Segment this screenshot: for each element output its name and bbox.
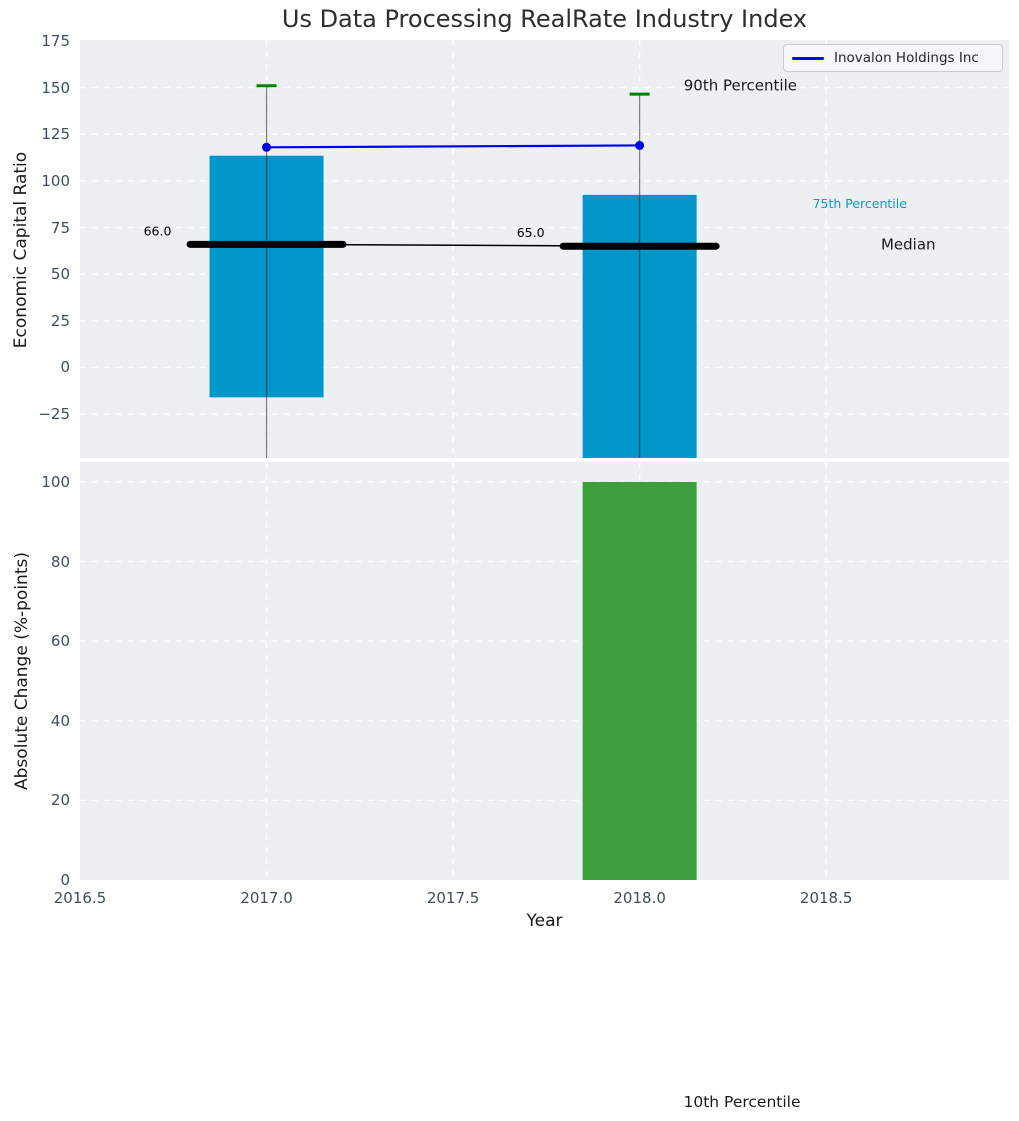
plot-canvas-economic-capital-ratio: 66.0 65.0 90th Percentile 75th Percentile Me… bbox=[80, 40, 1009, 458]
x-tick-label: 2016.5 bbox=[53, 889, 107, 907]
tenth-percentile-label: 10th Percentile bbox=[683, 1093, 801, 1111]
percentile-text-label: Median bbox=[881, 235, 936, 253]
x-tick-label: 2017.0 bbox=[240, 889, 293, 907]
y-axis-label-top: Economic Capital Ratio bbox=[11, 151, 31, 349]
company-point bbox=[262, 142, 272, 152]
percentile-text-label: 75th Percentile bbox=[813, 196, 908, 211]
x-axis-label: Year bbox=[526, 911, 563, 931]
y-tick-label: 150 bbox=[41, 78, 70, 97]
legend-line-sample bbox=[792, 56, 824, 60]
x-tick-label: 2017.5 bbox=[426, 889, 480, 907]
y-tick-label: 75 bbox=[50, 218, 70, 237]
y-tick-label: 50 bbox=[50, 265, 70, 284]
y-tick-label: 0 bbox=[60, 358, 70, 377]
y-tick-label: 25 bbox=[50, 311, 70, 330]
x-tick-label: 2018.0 bbox=[613, 889, 666, 907]
company-point bbox=[635, 140, 645, 150]
percentile-text-label: 90th Percentile bbox=[684, 77, 797, 95]
legend: Inovalon Holdings Inc bbox=[783, 44, 1003, 72]
y-axis-label-bottom: Absolute Change (%-points) bbox=[12, 552, 32, 790]
median-value-label: 65.0 bbox=[517, 225, 545, 240]
x-tick-label: 2018.5 bbox=[799, 889, 853, 907]
y-tick-label: 125 bbox=[41, 125, 70, 144]
y-tick-label: 100 bbox=[41, 472, 70, 491]
y-tick-label: 40 bbox=[50, 711, 70, 730]
y-tick-label: 60 bbox=[50, 632, 70, 651]
median-value-label: 66.0 bbox=[144, 223, 172, 238]
y-tick-label: 80 bbox=[50, 552, 70, 571]
plot-canvas-absolute-change bbox=[80, 462, 1009, 880]
y-tick-label: 100 bbox=[41, 171, 70, 190]
y-tick-label: −25 bbox=[38, 405, 70, 424]
y-tick-label: 20 bbox=[50, 791, 70, 810]
chart-title: Us Data Processing RealRate Industry Ind… bbox=[281, 5, 808, 33]
company-line bbox=[266, 144, 640, 149]
plot-area-absolute-change bbox=[80, 462, 1009, 880]
legend-label: Inovalon Holdings Inc bbox=[834, 50, 979, 66]
y-tick-label: 0 bbox=[60, 871, 70, 889]
plot-area-economic-capital-ratio: 66.0 65.0 90th Percentile 75th Percentile Me… bbox=[80, 40, 1009, 458]
absolute-change-bar bbox=[582, 481, 697, 880]
y-tick-label: 175 bbox=[41, 31, 70, 50]
